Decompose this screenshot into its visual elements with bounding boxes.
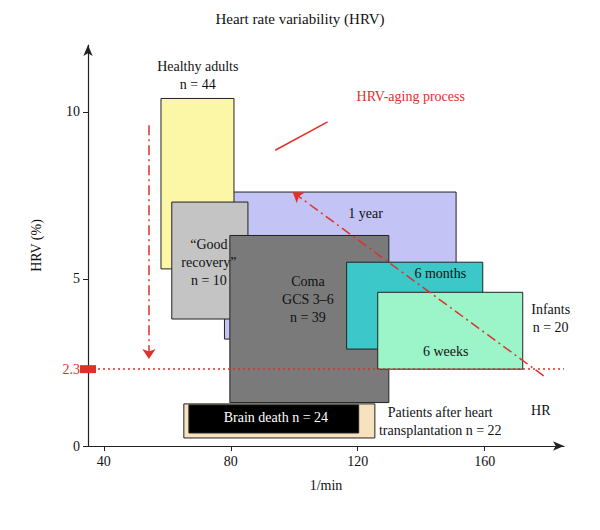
svg-text:n = 39: n = 39: [290, 310, 326, 325]
svg-text:160: 160: [474, 454, 495, 469]
svg-text:Coma: Coma: [291, 274, 325, 289]
svg-text:GCS 3–6: GCS 3–6: [282, 292, 334, 307]
svg-text:HR: HR: [531, 403, 551, 418]
svg-text:HRV (%): HRV (%): [29, 219, 45, 272]
svg-text:Infants: Infants: [531, 302, 570, 317]
svg-text:80: 80: [224, 454, 238, 469]
svg-text:n = 10: n = 10: [191, 273, 227, 288]
svg-text:n = 20: n = 20: [533, 320, 569, 335]
svg-text:Healthy adults: Healthy adults: [157, 59, 238, 74]
svg-text:2.3: 2.3: [63, 362, 81, 377]
svg-text:n = 44: n = 44: [180, 77, 216, 92]
svg-text:transplantation n = 22: transplantation n = 22: [379, 423, 502, 438]
svg-text:Heart rate variability (HRV): Heart rate variability (HRV): [215, 11, 384, 28]
svg-text:Patients after heart: Patients after heart: [388, 405, 493, 420]
svg-text:HRV-aging process: HRV-aging process: [357, 89, 465, 104]
svg-text:6 weeks: 6 weeks: [423, 344, 469, 359]
svg-text:6 months: 6 months: [414, 266, 466, 281]
svg-text:1/min: 1/min: [310, 478, 343, 493]
svg-text:120: 120: [347, 454, 368, 469]
svg-text:5: 5: [73, 271, 80, 286]
svg-text:40: 40: [97, 454, 111, 469]
svg-text:Brain death n = 24: Brain death n = 24: [224, 410, 328, 425]
svg-text:1 year: 1 year: [348, 206, 383, 221]
svg-text:recovery”: recovery”: [181, 255, 236, 270]
svg-text:“Good: “Good: [190, 237, 227, 252]
svg-text:10: 10: [66, 104, 80, 119]
svg-text:0: 0: [73, 439, 80, 454]
